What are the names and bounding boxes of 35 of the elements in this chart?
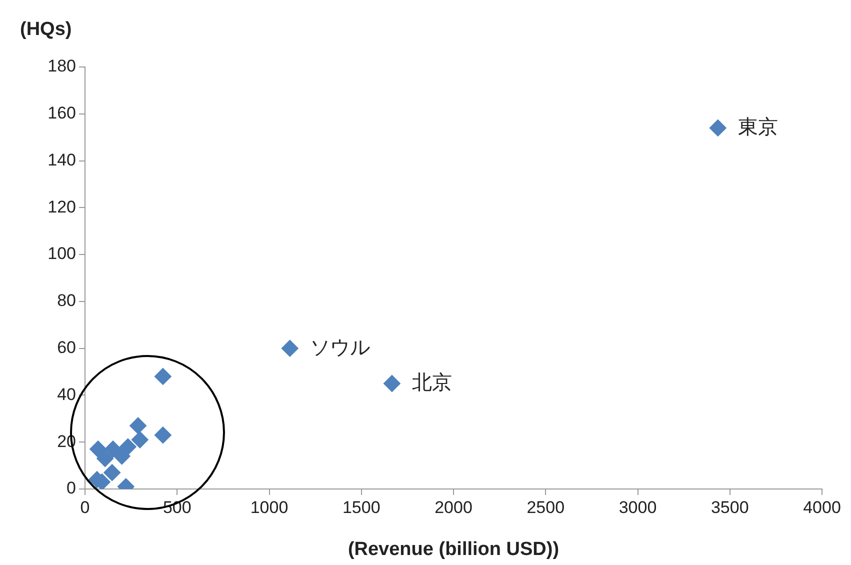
point: [130, 417, 147, 434]
x-tick-label: 2000: [434, 498, 472, 517]
y-tick-label: 40: [57, 384, 76, 404]
y-tick-label: 120: [48, 197, 76, 216]
annotation: 東京: [738, 116, 778, 138]
x-tick-label: 1000: [250, 498, 288, 517]
x-axis-title: (Revenue (billion USD)): [348, 538, 560, 560]
point: [154, 368, 172, 385]
point: [383, 375, 400, 392]
x-tick-label: 3500: [710, 498, 749, 517]
y-tick-label: 100: [48, 244, 76, 264]
annotation: 北京: [412, 372, 452, 394]
point: [104, 464, 121, 482]
y-tick-label: 160: [48, 104, 76, 123]
x-tick-label: 2500: [526, 498, 565, 517]
y-tick-label: 80: [57, 291, 76, 310]
point: [119, 438, 136, 456]
x-tick-label: 1500: [342, 498, 380, 517]
x-tick-label: 0: [80, 498, 90, 517]
y-tick-label: 0: [66, 478, 76, 498]
point: [709, 119, 726, 136]
point: [113, 448, 130, 465]
point: [96, 450, 114, 468]
point: [154, 426, 172, 444]
point: [281, 340, 298, 357]
point: [90, 440, 107, 458]
y-tick-label: 140: [48, 150, 76, 170]
y-axis-title: (HQs): [20, 19, 72, 40]
x-tick-label: 3000: [618, 498, 657, 517]
annotation: ソウル: [310, 336, 370, 359]
y-tick-label: 180: [48, 56, 76, 76]
point: [104, 440, 122, 458]
y-tick-label: 60: [57, 338, 76, 358]
x-tick-label: 4000: [803, 498, 841, 517]
point: [131, 431, 148, 448]
